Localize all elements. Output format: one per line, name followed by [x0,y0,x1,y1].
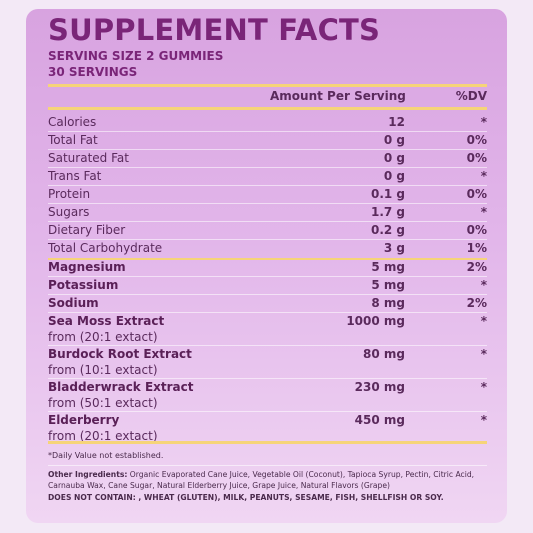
extract-ratio: from (20:1 extact) [48,429,158,443]
row-divider [48,221,487,222]
daily-value: * [480,115,487,129]
amount-header: Amount Per Serving [270,89,406,103]
row-divider [48,239,487,240]
divider [48,84,487,87]
page-title: SUPPLEMENT FACTS [48,13,381,47]
daily-value: 0% [466,187,487,201]
daily-value: 2% [466,296,487,310]
allergen-statement: DOES NOT CONTAIN: , WHEAT (GLUTEN), MILK… [48,493,444,502]
ingredients-label: Other Ingredients: [48,470,128,479]
daily-value: * [480,169,487,183]
daily-value: * [480,347,487,361]
extract-ratio: from (50:1 extact) [48,396,158,410]
extract-ratio: from (20:1 extact) [48,330,158,344]
footnote: *Daily Value not established. [48,451,164,460]
daily-value: * [480,314,487,328]
nutrient-name: Potassium [48,278,119,292]
daily-value: * [480,413,487,427]
amount-value: 8 mg [371,296,405,310]
serving-size: SERVING SIZE 2 GUMMIES [48,49,224,63]
row-divider [48,378,487,379]
nutrient-name: Elderberry [48,413,120,427]
amount-value: 0 g [383,169,405,183]
nutrient-name: Trans Fat [48,169,102,183]
supplement-facts-panel: SUPPLEMENT FACTS SERVING SIZE 2 GUMMIES … [26,9,507,523]
nutrient-name: Protein [48,187,91,201]
amount-value: 3 g [383,241,405,255]
ingredients: Other Ingredients: Organic Evaporated Ca… [48,469,485,491]
row-divider [48,203,487,204]
daily-value: * [480,205,487,219]
nutrient-name: Sea Moss Extract [48,314,165,328]
amount-value: 80 mg [363,347,405,361]
nutrient-name: Total Fat [48,133,98,147]
daily-value: 0% [466,133,487,147]
nutrient-name: Burdock Root Extract [48,347,192,361]
row-divider [48,185,487,186]
divider [48,258,487,260]
daily-value: * [480,380,487,394]
row-divider [48,345,487,346]
row-divider [48,276,487,277]
amount-value: 12 [388,115,405,129]
ingredients-text: Organic Evaporated Cane Juice, Vegetable… [48,470,475,490]
amount-value: 0.1 g [370,187,405,201]
daily-value: 1% [466,241,487,255]
amount-value: 0 g [383,133,405,147]
amount-value: 0.2 g [370,223,405,237]
daily-value: 0% [466,151,487,165]
daily-value: 0% [466,223,487,237]
nutrient-name: Bladderwrack Extract [48,380,194,394]
nutrient-name: Sodium [48,296,99,310]
dv-header: %DV [455,89,487,103]
row-divider [48,149,487,150]
amount-value: 5 mg [371,260,405,274]
row-divider [48,167,487,168]
divider [48,465,487,466]
amount-value: 450 mg [354,413,405,427]
amount-value: 1000 mg [346,314,405,328]
daily-value: * [480,278,487,292]
nutrient-name: Calories [48,115,97,129]
divider [48,441,487,444]
nutrient-name: Dietary Fiber [48,223,126,237]
row-divider [48,294,487,295]
divider [48,107,487,110]
extract-ratio: from (10:1 extact) [48,363,158,377]
amount-value: 1.7 g [370,205,405,219]
amount-value: 230 mg [354,380,405,394]
servings-count: 30 SERVINGS [48,65,138,79]
row-divider [48,411,487,412]
amount-value: 0 g [383,151,405,165]
daily-value: 2% [466,260,487,274]
nutrient-name: Total Carbohydrate [48,241,163,255]
row-divider [48,131,487,132]
amount-value: 5 mg [371,278,405,292]
nutrient-name: Sugars [48,205,90,219]
nutrient-name: Saturated Fat [48,151,129,165]
nutrient-name: Magnesium [48,260,126,274]
row-divider [48,312,487,313]
